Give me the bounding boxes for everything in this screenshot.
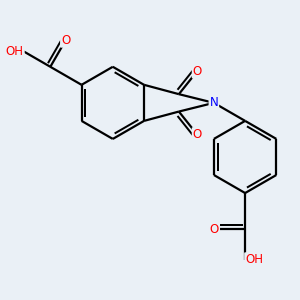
Text: O: O: [193, 64, 202, 77]
Text: O: O: [210, 223, 219, 236]
Text: N: N: [209, 96, 218, 110]
Text: O: O: [193, 128, 202, 141]
Text: OH: OH: [6, 45, 24, 58]
Text: OH: OH: [245, 253, 263, 266]
Text: O: O: [61, 34, 70, 47]
